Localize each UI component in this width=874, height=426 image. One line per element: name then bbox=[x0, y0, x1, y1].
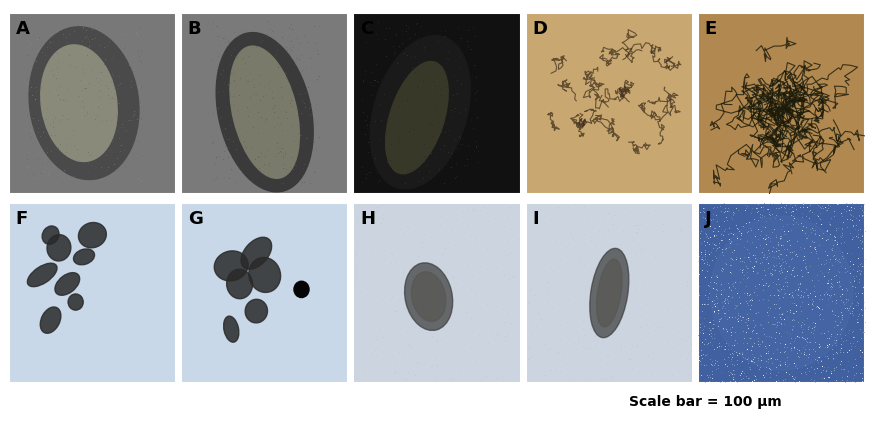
Ellipse shape bbox=[73, 249, 94, 265]
Ellipse shape bbox=[47, 235, 71, 261]
Text: F: F bbox=[16, 210, 28, 228]
Ellipse shape bbox=[40, 307, 61, 333]
Ellipse shape bbox=[241, 237, 272, 269]
Ellipse shape bbox=[412, 272, 446, 322]
Ellipse shape bbox=[371, 35, 470, 189]
Text: H: H bbox=[360, 210, 375, 228]
Ellipse shape bbox=[216, 32, 313, 192]
Circle shape bbox=[294, 281, 309, 297]
Text: C: C bbox=[360, 20, 373, 38]
Ellipse shape bbox=[214, 251, 248, 281]
Ellipse shape bbox=[385, 61, 448, 174]
Text: E: E bbox=[704, 20, 717, 38]
Ellipse shape bbox=[226, 269, 253, 299]
Ellipse shape bbox=[27, 263, 57, 287]
Text: D: D bbox=[532, 20, 547, 38]
Ellipse shape bbox=[245, 299, 267, 323]
Ellipse shape bbox=[41, 45, 117, 161]
Ellipse shape bbox=[79, 222, 107, 248]
Text: A: A bbox=[16, 20, 30, 38]
Ellipse shape bbox=[29, 27, 139, 179]
Ellipse shape bbox=[405, 263, 453, 331]
Text: I: I bbox=[532, 210, 539, 228]
Ellipse shape bbox=[249, 257, 281, 292]
Text: J: J bbox=[704, 210, 711, 228]
Text: G: G bbox=[188, 210, 203, 228]
Ellipse shape bbox=[230, 46, 300, 178]
Text: Scale bar = 100 μm: Scale bar = 100 μm bbox=[629, 395, 782, 409]
Text: B: B bbox=[188, 20, 201, 38]
Ellipse shape bbox=[42, 226, 59, 245]
Ellipse shape bbox=[597, 259, 622, 327]
Ellipse shape bbox=[711, 216, 853, 370]
Ellipse shape bbox=[68, 294, 83, 310]
Ellipse shape bbox=[590, 248, 628, 338]
Ellipse shape bbox=[55, 273, 80, 295]
Ellipse shape bbox=[224, 316, 239, 342]
